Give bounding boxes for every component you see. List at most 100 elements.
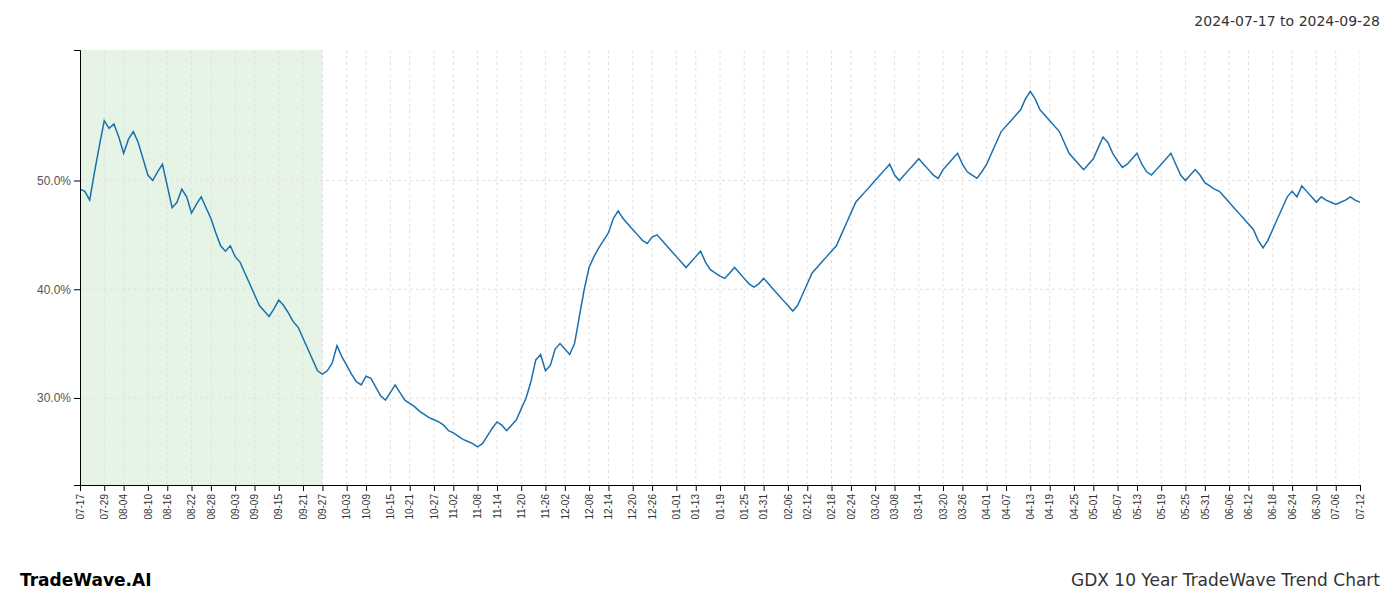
tick-label: 03-14 (913, 494, 924, 520)
grid-line (1185, 50, 1186, 485)
tick-mark (545, 485, 546, 491)
tick-label: 05-31 (1200, 494, 1211, 520)
grid-line (1272, 50, 1273, 485)
grid-line (1229, 50, 1230, 485)
tick-mark (676, 485, 677, 491)
tick: 11-20 (516, 485, 527, 519)
title: GDX 10 Year TradeWave Trend Chart (1071, 570, 1380, 590)
tick-label: 05-01 (1088, 494, 1099, 520)
tick-mark (322, 485, 323, 491)
tick-label: 05-07 (1112, 494, 1123, 520)
tick: 06-06 (1224, 485, 1235, 520)
grid-line (1049, 50, 1050, 485)
tick-mark (279, 485, 280, 491)
tick: 07-17 (75, 485, 86, 520)
tick-mark (434, 485, 435, 491)
tick: 04-01 (981, 485, 992, 520)
tick-mark (633, 485, 634, 491)
tick-mark (764, 485, 765, 491)
tick-mark (148, 485, 149, 491)
tick-label: 12-26 (647, 494, 658, 520)
tick-label: 02-18 (826, 494, 837, 520)
grid-line (632, 50, 633, 485)
tick-mark (1006, 485, 1007, 491)
tick-label: 04-19 (1044, 494, 1055, 520)
tick: 01-19 (715, 485, 726, 520)
grid-line (894, 50, 895, 485)
tick: 01-13 (690, 485, 701, 520)
tick-mark (1074, 485, 1075, 491)
grid-line (123, 50, 124, 485)
grid-line (409, 50, 410, 485)
grid-line (1360, 50, 1361, 485)
tick: 08-28 (206, 485, 217, 520)
tick: 08-04 (118, 485, 129, 520)
grid-line (1030, 50, 1031, 485)
tick: 07-29 (99, 485, 110, 520)
tick-mark (807, 485, 808, 491)
tick: 10-21 (404, 485, 415, 520)
tick: 03-14 (913, 485, 924, 520)
grid-line (1006, 50, 1007, 485)
tick-mark (987, 485, 988, 491)
tick-mark (608, 485, 609, 491)
tick-mark (74, 289, 80, 290)
tick: 11-02 (448, 485, 459, 519)
grid-line (390, 50, 391, 485)
tick-mark (1360, 485, 1361, 491)
tick-label: 09-15 (273, 494, 284, 520)
tick-label: 10-27 (429, 494, 440, 520)
chart: 07-1707-2908-0408-1008-1608-2208-2809-03… (0, 0, 1400, 600)
tick-mark (1093, 485, 1094, 491)
grid-line (1292, 50, 1293, 485)
tick-label: 11-26 (540, 494, 551, 519)
tick-mark (124, 485, 125, 491)
shaded-range (80, 50, 322, 485)
tick: 06-18 (1267, 485, 1278, 520)
tick-label: 08-22 (186, 494, 197, 520)
tick: 08-10 (143, 485, 154, 520)
tick: 06-12 (1243, 485, 1254, 520)
tick: 03-20 (938, 485, 949, 520)
tick-label: 07-06 (1330, 494, 1341, 520)
tick-label: 06-30 (1311, 494, 1322, 520)
tick-label: 01-25 (739, 494, 750, 520)
tick-label: 11-20 (516, 494, 527, 519)
tick: 03-02 (870, 485, 881, 520)
grid-line (1248, 50, 1249, 485)
grid-line (1335, 50, 1336, 485)
tick-mark (1030, 485, 1031, 491)
tick: 11-08 (472, 485, 483, 519)
tick-label: 11-02 (448, 494, 459, 519)
tick-mark (303, 485, 304, 491)
tick-mark (366, 485, 367, 491)
tick-label: 12-08 (584, 494, 595, 520)
tick-label: 12-02 (560, 494, 571, 520)
line (80, 91, 1360, 447)
grid-line (521, 50, 522, 485)
tick-mark (410, 485, 411, 491)
tick: 07-06 (1330, 485, 1341, 520)
tick-label: 08-28 (206, 494, 217, 520)
grid-line (366, 50, 367, 485)
tick-mark (919, 485, 920, 491)
tick: 05-31 (1200, 485, 1211, 520)
tick-mark (1316, 485, 1317, 491)
grid-line (191, 50, 192, 485)
tick-label: 10-15 (385, 494, 396, 520)
tick-mark (390, 485, 391, 491)
tick-label: 08-16 (162, 494, 173, 520)
tick: 12-08 (584, 485, 595, 520)
tick-mark (943, 485, 944, 491)
tick-label: 06-06 (1224, 494, 1235, 520)
tick: 04-25 (1069, 485, 1080, 520)
tick-mark (744, 485, 745, 491)
grid-line (1073, 50, 1074, 485)
tick: 05-07 (1112, 485, 1123, 520)
tick-mark (1248, 485, 1249, 491)
tick: 30.0% (37, 391, 80, 405)
tick-mark (104, 485, 105, 491)
tick-mark (1292, 485, 1293, 491)
tick-label: 09-09 (249, 494, 260, 520)
tick-mark (895, 485, 896, 491)
